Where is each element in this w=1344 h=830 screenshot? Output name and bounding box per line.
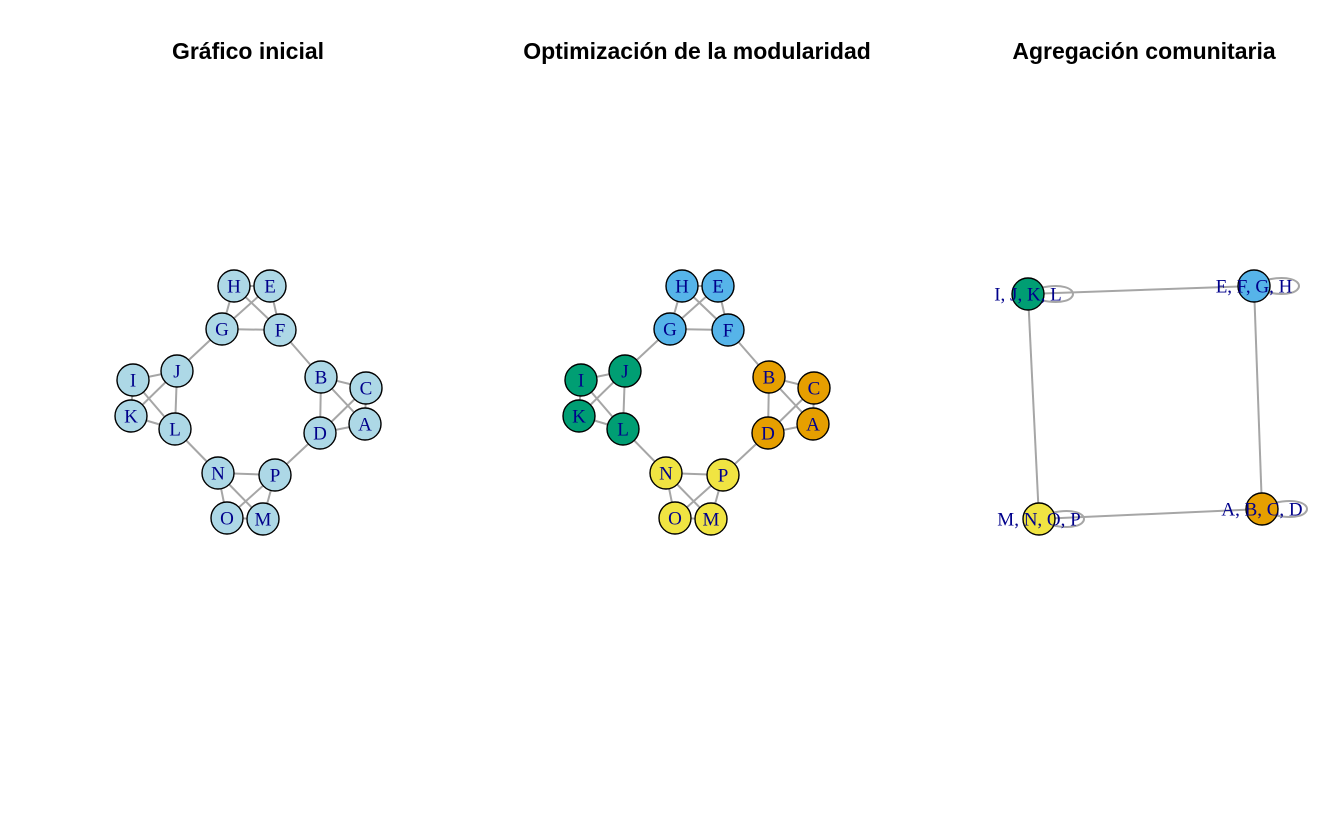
node-label-F: F <box>723 321 734 342</box>
node-label-M: M <box>255 510 272 531</box>
node-label-E: E <box>712 277 724 298</box>
node-label-A: A <box>806 415 820 436</box>
node-label-O: O <box>220 509 234 530</box>
node-label-P: P <box>718 466 729 487</box>
node-P <box>706 458 740 492</box>
node-label-I: I <box>130 371 136 392</box>
node-E <box>701 269 735 303</box>
node-J <box>160 354 194 388</box>
node-L <box>158 412 192 446</box>
community-label-i-j-k-l: I, J, K, L <box>994 285 1062 306</box>
node-label-L: L <box>617 420 629 441</box>
node-D <box>751 416 785 450</box>
node-F <box>711 313 745 347</box>
node-label-K: K <box>124 407 138 428</box>
panel-title-aggregation: Agregación comunitaria <box>1012 38 1276 64</box>
node-label-J: J <box>621 362 628 383</box>
community-node-m-n-o-p <box>1022 502 1056 536</box>
node-B <box>304 360 338 394</box>
node-label-L: L <box>169 420 181 441</box>
self-loop-e-f-g-h <box>1265 277 1300 295</box>
graph-initial: H E G F B C D A I J K L N P O M <box>114 269 383 536</box>
node-L <box>606 412 640 446</box>
node-label-P: P <box>270 466 281 487</box>
node-label-O: O <box>668 509 682 530</box>
node-M <box>246 502 280 536</box>
panel-title-modularity: Optimización de la modularidad <box>523 38 871 64</box>
node-label-N: N <box>659 464 673 485</box>
node-label-M: M <box>703 510 720 531</box>
node-label-D: D <box>313 424 327 445</box>
node-H <box>665 269 699 303</box>
node-F <box>263 313 297 347</box>
self-loop-a-b-c-d <box>1273 500 1308 518</box>
node-label-K: K <box>572 407 586 428</box>
node-label-H: H <box>675 277 689 298</box>
node-G <box>205 312 239 346</box>
node-label-J: J <box>173 362 180 383</box>
node-A <box>348 407 382 441</box>
self-loop-i-j-k-l <box>1039 285 1074 303</box>
node-label-B: B <box>763 368 776 389</box>
self-loop-m-n-o-p <box>1050 510 1085 528</box>
node-I <box>564 363 598 397</box>
node-E <box>253 269 287 303</box>
node-M <box>694 502 728 536</box>
node-label-N: N <box>211 464 225 485</box>
community-edge-m-n-o-p-i-j-k-l <box>1027 293 1040 520</box>
node-label-G: G <box>663 320 677 341</box>
node-C <box>797 371 831 405</box>
community-node-i-j-k-l <box>1011 277 1045 311</box>
community-label-e-f-g-h: E, F, G, H <box>1216 277 1293 298</box>
node-K <box>114 399 148 433</box>
community-edge-a-b-c-d-m-n-o-p <box>1038 508 1263 520</box>
node-O <box>210 501 244 535</box>
community-edge-e-f-g-h-a-b-c-d <box>1253 285 1263 510</box>
community-edge-i-j-k-l-e-f-g-h <box>1027 285 1255 295</box>
node-D <box>303 416 337 450</box>
node-label-A: A <box>358 415 372 436</box>
graph-modularity: H E G F B C D A I J K L N P O M <box>562 269 831 536</box>
node-B <box>752 360 786 394</box>
node-label-G: G <box>215 320 229 341</box>
node-I <box>116 363 150 397</box>
node-label-E: E <box>264 277 276 298</box>
node-C <box>349 371 383 405</box>
community-node-e-f-g-h <box>1237 269 1271 303</box>
node-H <box>217 269 251 303</box>
node-label-C: C <box>808 379 821 400</box>
community-node-a-b-c-d <box>1245 492 1279 526</box>
node-P <box>258 458 292 492</box>
community-label-m-n-o-p: M, N, O, P <box>997 510 1080 531</box>
community-label-a-b-c-d: A, B, C, D <box>1221 500 1302 521</box>
node-G <box>653 312 687 346</box>
node-label-C: C <box>360 379 373 400</box>
node-O <box>658 501 692 535</box>
node-N <box>649 456 683 490</box>
graph-aggregation: I, J, K, L E, F, G, H A, B, C, D M, N, O, P <box>994 269 1308 536</box>
panel-title-initial: Gráfico inicial <box>171 38 325 64</box>
node-label-F: F <box>275 321 286 342</box>
node-label-D: D <box>761 424 775 445</box>
node-label-I: I <box>578 371 584 392</box>
node-J <box>608 354 642 388</box>
node-label-H: H <box>227 277 241 298</box>
node-label-B: B <box>315 368 328 389</box>
node-N <box>201 456 235 490</box>
node-K <box>562 399 596 433</box>
node-A <box>796 407 830 441</box>
